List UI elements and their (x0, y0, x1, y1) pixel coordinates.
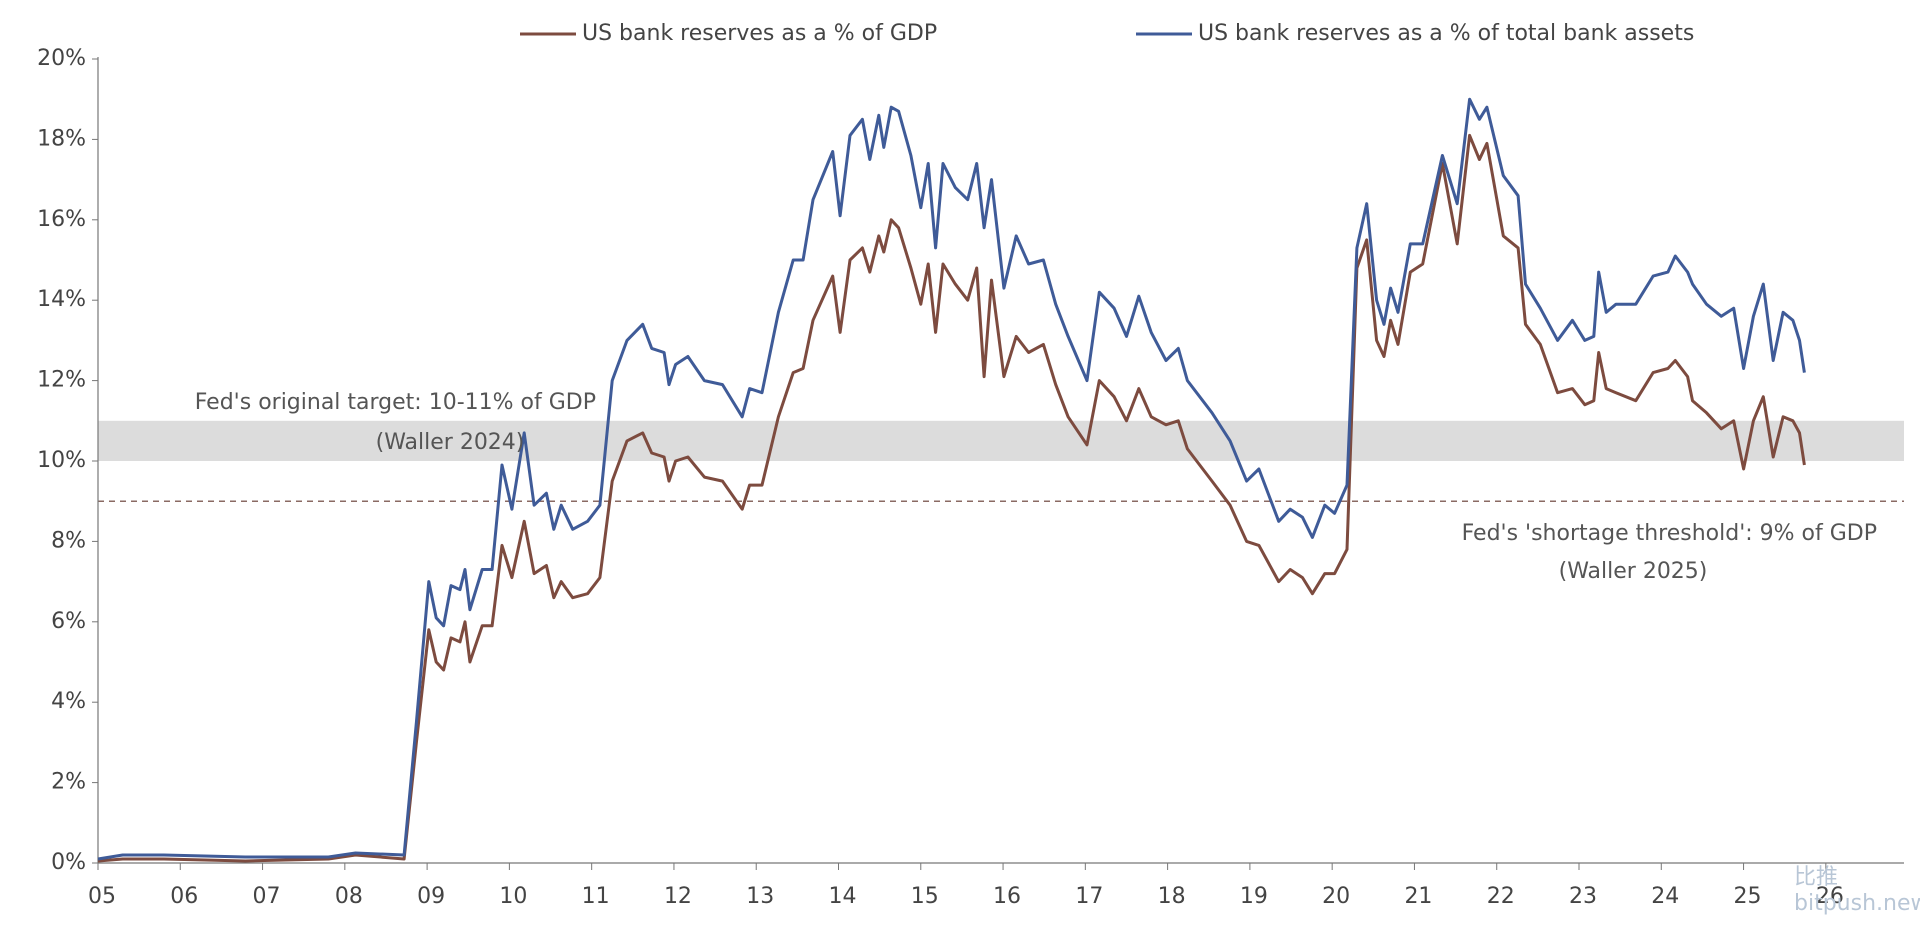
legend-label: US bank reserves as a % of GDP (582, 21, 937, 46)
x-tick-label: 13 (746, 884, 774, 909)
x-tick-label: 23 (1569, 884, 1597, 909)
x-tick-label: 24 (1651, 884, 1679, 909)
x-tick-label: 14 (829, 884, 857, 909)
y-tick-label: 20% (37, 46, 86, 71)
band-annotation: (Waller 2024) (376, 430, 525, 455)
threshold-annotation: (Waller 2025) (1559, 559, 1708, 584)
x-tick-label: 08 (335, 884, 363, 909)
y-tick-label: 8% (51, 528, 86, 553)
legend-label: US bank reserves as a % of total bank as… (1198, 21, 1694, 46)
x-tick-label: 20 (1322, 884, 1350, 909)
x-tick-label: 18 (1158, 884, 1186, 909)
y-tick-label: 16% (37, 207, 86, 232)
x-tick-label: 21 (1404, 884, 1432, 909)
threshold-annotation: Fed's 'shortage threshold': 9% of GDP (1462, 521, 1877, 546)
y-tick-label: 2% (51, 770, 86, 795)
x-tick-label: 05 (88, 884, 116, 909)
x-tick-label: 17 (1075, 884, 1103, 909)
x-tick-label: 10 (499, 884, 527, 909)
y-tick-label: 4% (51, 689, 86, 714)
watermark: 比推 (1794, 865, 1838, 890)
y-tick-label: 6% (51, 609, 86, 634)
x-tick-label: 22 (1487, 884, 1515, 909)
x-tick-label: 25 (1734, 884, 1762, 909)
x-tick-label: 07 (253, 884, 281, 909)
y-tick-label: 14% (37, 287, 86, 312)
series-line (97, 133, 1806, 863)
x-tick-label: 11 (582, 884, 610, 909)
watermark: bitpush.news (1794, 891, 1920, 916)
x-tick-label: 06 (170, 884, 198, 909)
x-tick-label: 26 (1816, 884, 1844, 909)
x-tick-label: 12 (664, 884, 692, 909)
y-tick-label: 10% (37, 448, 86, 473)
y-tick-label: 12% (37, 368, 86, 393)
series-line (97, 97, 1806, 861)
x-tick-label: 19 (1240, 884, 1268, 909)
x-tick-label: 09 (417, 884, 445, 909)
y-tick-label: 18% (37, 126, 86, 151)
x-tick-label: 15 (911, 884, 939, 909)
band-annotation: Fed's original target: 10-11% of GDP (195, 390, 596, 415)
y-tick-label: 0% (51, 850, 86, 875)
x-tick-label: 16 (993, 884, 1021, 909)
target-band (98, 420, 1904, 461)
